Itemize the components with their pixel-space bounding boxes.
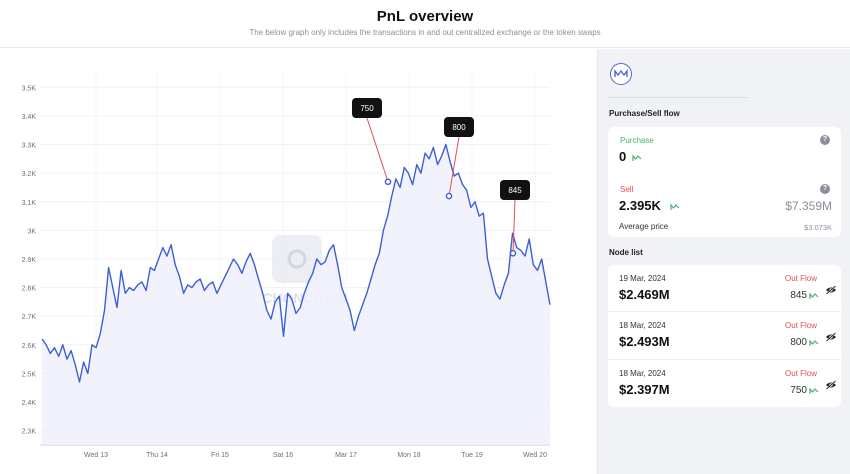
flow-section-title: Purchase/Sell flow [609, 109, 680, 118]
x-tick-label: Mar 17 [335, 452, 357, 459]
sell-usd-value: $7.359M [785, 199, 832, 213]
annotation-label: 800 [452, 123, 466, 132]
annotation-leader [366, 117, 389, 182]
pnl-chart[interactable]: 3.5K 3.4K 3.3K 3.2K 3.1K 3K 2.9K 2.8K 2.7K 2.6K 2.… [0, 49, 596, 474]
node-amount: $2.469M [619, 287, 670, 302]
hide-eye-icon[interactable] [825, 380, 837, 390]
node-amount: $2.493M [619, 334, 670, 349]
pnl-chart-svg[interactable]: 3.5K 3.4K 3.3K 3.2K 3.1K 3K 2.9K 2.8K 2.7K 2.6K 2.… [0, 49, 596, 474]
y-tick-label: 2.6K [22, 343, 37, 350]
node-list-title: Node list [609, 248, 643, 257]
node-date: 18 Mar, 2024 [619, 369, 666, 378]
node-item[interactable]: 18 Mar, 2024 Out Flow $2.493M 800 [608, 312, 841, 360]
x-tick-label: Sat 16 [273, 452, 293, 459]
sell-amount: 2.395K [619, 198, 661, 213]
average-price-value: $3.073K [804, 223, 832, 232]
token-mini-icon [809, 339, 819, 346]
x-tick-label: Thu 14 [146, 452, 168, 459]
node-flow-label: Out Flow [784, 369, 817, 378]
y-tick-label: 3.1K [22, 200, 37, 207]
hide-eye-icon[interactable] [825, 285, 837, 295]
node-flow-label: Out Flow [784, 274, 817, 283]
node-flow-label: Out Flow [784, 321, 817, 330]
annotation-label: 750 [360, 104, 374, 113]
annotation-point[interactable] [384, 178, 392, 186]
series-line[interactable] [41, 143, 551, 383]
y-tick-label: 2.4K [22, 400, 37, 407]
node-quantity: 750 [790, 385, 807, 396]
logo-row [598, 49, 850, 98]
annotation-badge[interactable] [352, 98, 382, 118]
token-mini-icon [632, 154, 642, 161]
hide-eye-icon[interactable] [825, 332, 837, 342]
x-tick-label: Wed 13 [84, 452, 108, 459]
annotation-leader [512, 199, 516, 254]
x-tick-label: Fri 15 [211, 452, 229, 459]
token-mini-icon [809, 292, 819, 299]
x-tick-label: Mon 18 [397, 452, 420, 459]
x-tick-label: Tue 19 [461, 452, 483, 459]
y-tick-label: 2.8K [22, 286, 37, 293]
token-logo-icon [610, 63, 632, 85]
y-tick-label: 3.4K [22, 114, 37, 121]
annotation-badge[interactable] [444, 117, 474, 137]
info-icon[interactable]: ? [820, 135, 830, 145]
y-tick-label: 2.9K [22, 257, 37, 264]
node-item[interactable]: 18 Mar, 2024 Out Flow $2.397M 750 [608, 360, 841, 407]
series-area [42, 144, 550, 445]
annotation-label: 845 [508, 186, 522, 195]
token-mini-icon [670, 203, 680, 210]
info-icon[interactable]: ? [820, 184, 830, 194]
flow-card: Purchase ? 0 Sell ? 2.395K $7.359M Avera… [608, 127, 841, 237]
divider [608, 97, 748, 98]
y-tick-label: 3.5K [22, 85, 37, 92]
sell-label: Sell [620, 185, 634, 194]
annotation-leader [448, 136, 460, 197]
page-subtitle: The below graph only includes the transa… [249, 28, 601, 37]
purchase-label: Purchase [620, 136, 654, 145]
y-tick-label: 3.3K [22, 143, 37, 150]
watermark-logo [272, 235, 322, 283]
node-quantity: 845 [790, 290, 807, 301]
y-tick-label: 3.2K [22, 171, 37, 178]
purchase-amount: 0 [619, 149, 627, 164]
page-header: PnL overview The below graph only includ… [0, 0, 850, 48]
node-date: 18 Mar, 2024 [619, 321, 666, 330]
token-mini-icon [809, 387, 819, 394]
node-item[interactable]: 19 Mar, 2024 Out Flow $2.469M 845 [608, 265, 841, 312]
annotation-badge[interactable] [500, 180, 530, 200]
y-tick-label: 3K [27, 228, 36, 235]
node-list: 19 Mar, 2024 Out Flow $2.469M 845 18 Mar… [608, 265, 841, 407]
x-tick-label: Wed 20 [523, 452, 547, 459]
y-tick-label: 2.3K [22, 429, 37, 436]
annotation-point[interactable] [445, 192, 453, 200]
average-price-label: Average price [619, 222, 669, 231]
y-tick-label: 2.7K [22, 314, 37, 321]
page-title: PnL overview [376, 8, 474, 25]
watermark-logo-mark [287, 249, 307, 269]
y-tick-label: 2.5K [22, 371, 37, 378]
annotation-point[interactable] [509, 249, 517, 257]
node-amount: $2.397M [619, 382, 670, 397]
node-quantity: 800 [790, 337, 807, 348]
node-date: 19 Mar, 2024 [619, 274, 666, 283]
right-panel: Purchase/Sell flow Purchase ? 0 Sell ? 2… [597, 49, 850, 474]
